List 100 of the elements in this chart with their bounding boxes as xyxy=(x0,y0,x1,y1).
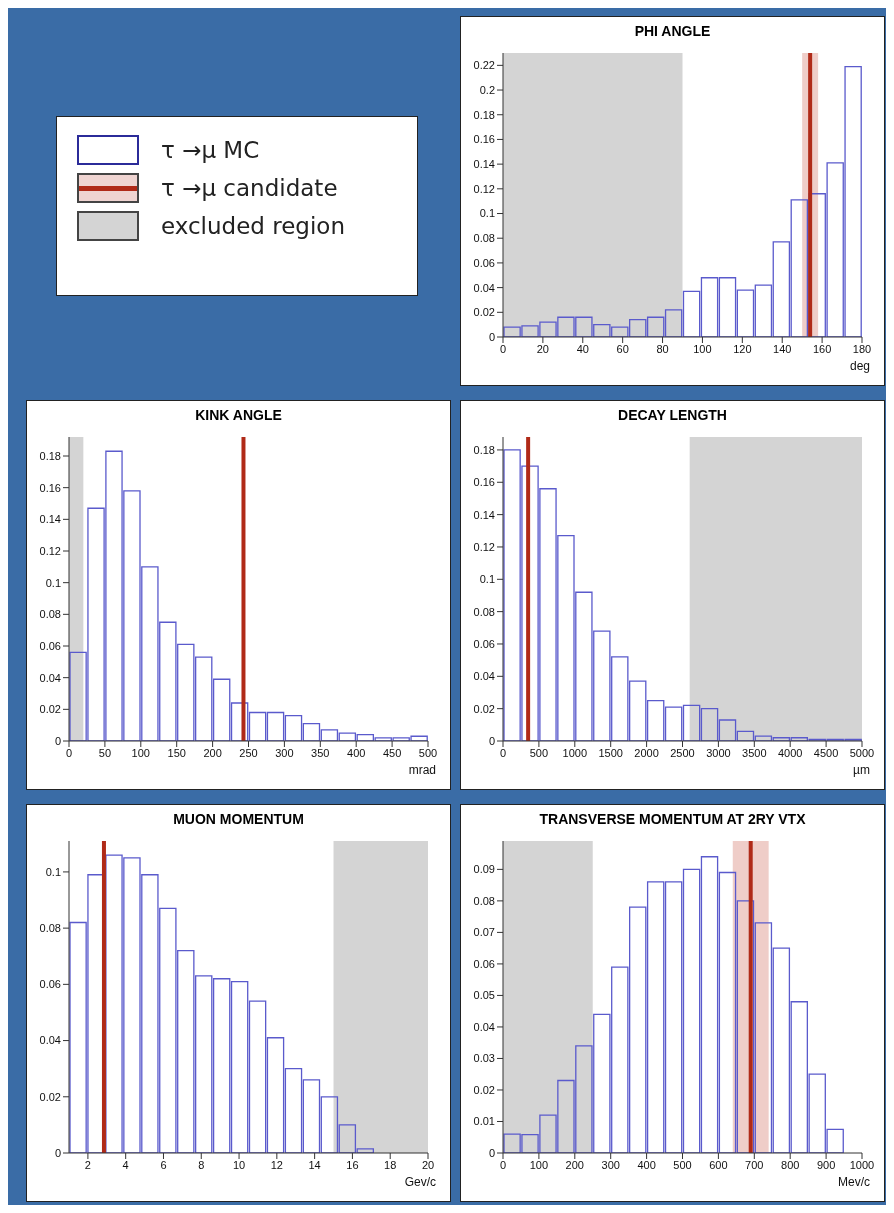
y-tick-label: 0.02 xyxy=(473,306,495,319)
x-tick-label: 160 xyxy=(812,342,832,355)
x-axis-title: Mev/c xyxy=(837,1175,871,1189)
x-tick-label: 60 xyxy=(616,342,629,355)
x-tick-label: 0 xyxy=(65,746,73,759)
chart-title: KINK ANGLE xyxy=(194,406,283,425)
x-tick-label: 5000 xyxy=(849,746,875,759)
chart-title: PHI ANGLE xyxy=(633,22,712,41)
y-tick-label: 0.05 xyxy=(473,989,495,1002)
x-tick-label: 450 xyxy=(382,746,402,759)
x-tick-label: 2 xyxy=(84,1158,91,1171)
y-tick-label: 0.14 xyxy=(473,158,495,171)
x-tick-label: 1500 xyxy=(598,746,623,759)
y-tick-label: 0.02 xyxy=(39,703,61,716)
y-tick-label: 0 xyxy=(488,1146,495,1159)
x-tick-label: 20 xyxy=(536,342,550,355)
x-tick-label: 250 xyxy=(239,746,258,759)
x-tick-label: 16 xyxy=(346,1158,359,1171)
y-tick-label: 0.16 xyxy=(473,133,495,146)
x-tick-label: 12 xyxy=(270,1158,283,1171)
x-axis-title: deg xyxy=(848,359,871,373)
x-tick-label: 900 xyxy=(816,1158,836,1171)
x-tick-label: 1000 xyxy=(562,746,588,759)
y-tick-label: 0.08 xyxy=(473,605,495,618)
x-tick-label: 3000 xyxy=(706,746,731,759)
legend-label: τ →μ MC xyxy=(161,137,260,163)
y-tick-label: 0.08 xyxy=(39,922,61,935)
x-axis-title: mrad xyxy=(407,763,437,777)
x-tick-label: 80 xyxy=(656,342,669,355)
x-tick-label: 500 xyxy=(673,1158,692,1171)
legend-label: excluded region xyxy=(161,213,345,239)
x-tick-label: 10 xyxy=(232,1158,246,1171)
chart-title: DECAY LENGTH xyxy=(617,406,728,425)
x-tick-label: 8 xyxy=(198,1158,205,1171)
x-tick-label: 200 xyxy=(565,1158,584,1171)
x-tick-label: 40 xyxy=(576,342,589,355)
x-tick-label: 120 xyxy=(733,342,752,355)
y-tick-label: 0.18 xyxy=(473,443,495,456)
y-tick-label: 0.08 xyxy=(473,894,495,907)
y-tick-label: 0.04 xyxy=(473,670,495,683)
x-tick-label: 2000 xyxy=(634,746,659,759)
y-tick-label: 0.1 xyxy=(479,207,495,220)
x-tick-label: 4000 xyxy=(777,746,803,759)
x-tick-label: 4 xyxy=(122,1158,129,1171)
y-tick-label: 0.04 xyxy=(39,671,61,684)
y-tick-label: 0.12 xyxy=(473,182,495,195)
y-tick-label: 0.06 xyxy=(39,978,61,991)
y-tick-label: 0.08 xyxy=(39,608,61,621)
x-tick-label: 0 xyxy=(499,746,507,759)
y-tick-label: 0.22 xyxy=(473,59,495,72)
y-tick-label: 0.03 xyxy=(473,1052,495,1065)
x-tick-label: 400 xyxy=(347,746,366,759)
x-tick-label: 2500 xyxy=(670,746,695,759)
x-tick-label: 18 xyxy=(384,1158,397,1171)
y-tick-label: 0 xyxy=(488,734,495,747)
y-tick-label: 0.04 xyxy=(39,1034,61,1047)
x-tick-label: 300 xyxy=(275,746,294,759)
legend-label: τ →μ candidate xyxy=(161,175,338,201)
y-tick-label: 0.18 xyxy=(39,449,61,462)
x-tick-label: 1000 xyxy=(849,1158,875,1171)
y-tick-label: 0.07 xyxy=(473,926,495,939)
y-tick-label: 0.16 xyxy=(39,481,61,494)
x-tick-label: 800 xyxy=(781,1158,800,1171)
x-tick-label: 150 xyxy=(167,746,186,759)
chart-title: MUON MOMENTUM xyxy=(172,810,305,829)
x-tick-label: 50 xyxy=(98,746,112,759)
y-tick-label: 0.04 xyxy=(473,1020,495,1033)
y-tick-label: 0.06 xyxy=(473,957,495,970)
y-tick-label: 0.08 xyxy=(473,232,495,245)
x-tick-label: 100 xyxy=(693,342,712,355)
x-tick-label: 100 xyxy=(529,1158,549,1171)
y-tick-label: 0.06 xyxy=(473,637,495,650)
x-tick-label: 400 xyxy=(637,1158,656,1171)
y-tick-label: 0.02 xyxy=(473,1083,495,1096)
y-tick-label: 0.14 xyxy=(473,508,495,521)
y-tick-label: 0.14 xyxy=(39,513,61,526)
x-tick-label: 140 xyxy=(773,342,792,355)
x-tick-label: 300 xyxy=(601,1158,620,1171)
x-tick-label: 0 xyxy=(499,342,507,355)
x-tick-label: 14 xyxy=(308,1158,321,1171)
y-tick-label: 0.06 xyxy=(39,639,61,652)
x-tick-label: 350 xyxy=(311,746,330,759)
y-tick-label: 0.2 xyxy=(479,83,495,96)
y-tick-label: 0.1 xyxy=(45,576,61,589)
y-tick-label: 0.09 xyxy=(473,863,495,876)
x-tick-label: 600 xyxy=(709,1158,728,1171)
x-tick-label: 180 xyxy=(852,342,872,355)
y-tick-label: 0.04 xyxy=(473,281,495,294)
y-tick-label: 0 xyxy=(54,734,61,747)
y-tick-label: 0.06 xyxy=(473,256,495,269)
x-axis-title: Gev/c xyxy=(403,1175,437,1189)
y-tick-label: 0.12 xyxy=(39,544,61,557)
x-tick-label: 700 xyxy=(745,1158,764,1171)
x-tick-label: 500 xyxy=(529,746,549,759)
x-tick-label: 500 xyxy=(418,746,438,759)
x-tick-label: 200 xyxy=(203,746,222,759)
x-tick-label: 20 xyxy=(421,1158,435,1171)
x-tick-label: 4500 xyxy=(813,746,839,759)
y-tick-label: 0.02 xyxy=(473,702,495,715)
x-axis-title: µm xyxy=(852,763,871,777)
